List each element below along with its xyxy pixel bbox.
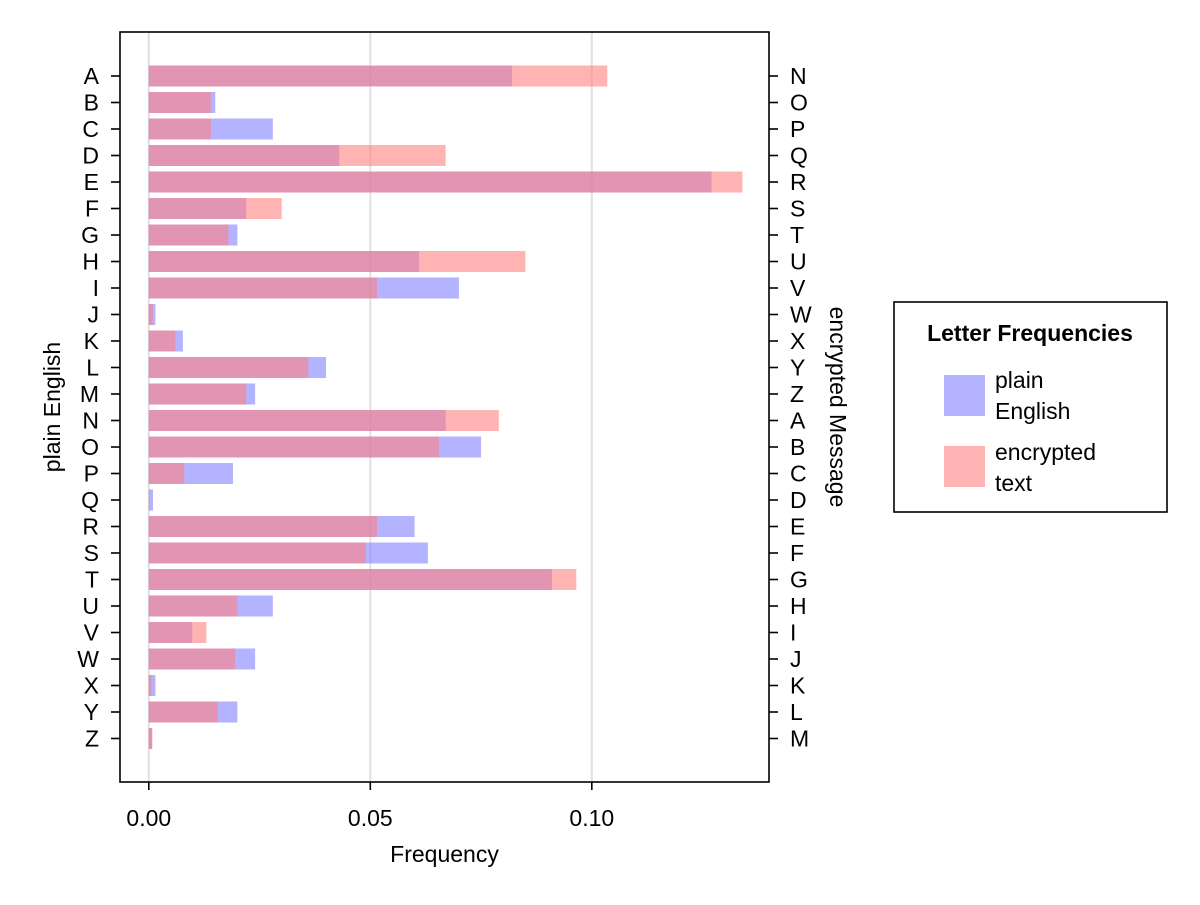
right-tick-label-10: X: [790, 328, 805, 354]
left-tick-label-0: A: [84, 63, 100, 89]
bar-encrypted-text-b: [149, 92, 211, 113]
right-tick-label-7: U: [790, 249, 807, 275]
left-tick-label-1: B: [84, 90, 99, 116]
bar-encrypted-text-p: [149, 463, 184, 484]
right-tick-label-9: W: [790, 302, 812, 328]
left-tick-label-15: P: [84, 461, 99, 487]
legend-label-encrypted-text-line-1: encrypted: [995, 439, 1096, 465]
legend-swatch-encrypted-text: [944, 446, 985, 487]
bar-encrypted-text-y: [149, 702, 218, 723]
right-y-axis-title: encrypted Message: [825, 307, 851, 508]
bar-encrypted-text-x: [149, 675, 152, 696]
bar-encrypted-text-h: [149, 251, 526, 272]
legend-label-plain-english-line-1: plain: [995, 367, 1044, 393]
left-tick-label-8: I: [93, 275, 99, 301]
bar-encrypted-text-s: [149, 543, 366, 564]
left-tick-label-24: Y: [84, 699, 99, 725]
bar-encrypted-text-e: [149, 172, 743, 193]
bars: [149, 66, 743, 750]
left-tick-label-21: V: [84, 620, 100, 646]
right-tick-label-4: R: [790, 169, 807, 195]
bar-encrypted-text-k: [149, 331, 176, 352]
left-tick-label-9: J: [88, 302, 100, 328]
bar-encrypted-text-v: [149, 622, 207, 643]
left-tick-label-14: O: [81, 434, 99, 460]
left-tick-label-3: D: [82, 143, 99, 169]
bar-encrypted-text-f: [149, 198, 282, 219]
left-tick-label-18: S: [84, 540, 99, 566]
bar-encrypted-text-m: [149, 384, 246, 405]
right-tick-label-23: K: [790, 673, 806, 699]
right-tick-label-14: B: [790, 434, 805, 460]
left-tick-label-7: H: [82, 249, 99, 275]
right-tick-label-11: Y: [790, 355, 805, 381]
left-tick-label-23: X: [84, 673, 99, 699]
bar-encrypted-text-l: [149, 357, 308, 378]
right-tick-label-24: L: [790, 699, 803, 725]
right-tick-label-1: O: [790, 90, 808, 116]
right-tick-label-22: J: [790, 646, 802, 672]
right-tick-label-6: T: [790, 222, 804, 248]
bar-encrypted-text-j: [149, 304, 153, 325]
legend-title: Letter Frequencies: [927, 320, 1133, 346]
right-tick-label-16: D: [790, 487, 807, 513]
left-tick-label-20: U: [82, 593, 99, 619]
left-tick-label-16: Q: [81, 487, 99, 513]
legend-label-plain-english-line-2: English: [995, 398, 1070, 424]
right-tick-label-5: S: [790, 196, 805, 222]
left-y-axis-title: plain English: [39, 342, 65, 472]
right-tick-label-21: I: [790, 620, 796, 646]
left-tick-label-10: K: [84, 328, 100, 354]
bar-encrypted-text-z: [149, 728, 153, 749]
right-tick-label-2: P: [790, 116, 805, 142]
left-tick-label-19: T: [85, 567, 99, 593]
bar-encrypted-text-n: [149, 410, 499, 431]
right-tick-label-19: G: [790, 567, 808, 593]
legend-swatch-plain-english: [944, 375, 985, 416]
left-tick-label-25: Z: [85, 726, 99, 752]
bar-encrypted-text-a: [149, 66, 608, 87]
bar-encrypted-text-c: [149, 119, 211, 140]
legend-label-encrypted-text-line-2: text: [995, 470, 1033, 496]
right-tick-label-13: A: [790, 408, 806, 434]
right-tick-label-25: M: [790, 726, 809, 752]
right-tick-label-17: E: [790, 514, 805, 540]
x-axis-title: Frequency: [390, 841, 499, 867]
bar-encrypted-text-u: [149, 596, 238, 617]
left-tick-label-4: E: [84, 169, 99, 195]
bar-encrypted-text-d: [149, 145, 446, 166]
left-tick-label-17: R: [82, 514, 99, 540]
right-tick-label-12: Z: [790, 381, 804, 407]
left-tick-label-5: F: [85, 196, 99, 222]
bar-encrypted-text-r: [149, 516, 377, 537]
left-tick-label-11: L: [86, 355, 99, 381]
left-tick-label-22: W: [77, 646, 99, 672]
bar-encrypted-text-i: [149, 278, 377, 299]
left-tick-label-2: C: [82, 116, 99, 142]
right-tick-label-0: N: [790, 63, 807, 89]
right-tick-label-20: H: [790, 593, 807, 619]
left-tick-label-12: M: [80, 381, 99, 407]
right-tick-label-8: V: [790, 275, 806, 301]
bar-encrypted-text-g: [149, 225, 229, 246]
bar-plain-english-q: [149, 490, 153, 511]
x-tick-label-2: 0.10: [569, 805, 614, 831]
x-tick-label-0: 0.00: [126, 805, 171, 831]
bar-encrypted-text-o: [149, 437, 439, 458]
right-tick-label-3: Q: [790, 143, 808, 169]
bar-encrypted-text-t: [149, 569, 576, 590]
x-tick-label-1: 0.05: [348, 805, 393, 831]
right-tick-label-18: F: [790, 540, 804, 566]
left-tick-label-6: G: [81, 222, 99, 248]
left-tick-label-13: N: [82, 408, 99, 434]
bar-encrypted-text-w: [149, 649, 235, 670]
legend: Letter Frequencies plain English encrypt…: [894, 302, 1167, 512]
right-tick-label-15: C: [790, 461, 807, 487]
